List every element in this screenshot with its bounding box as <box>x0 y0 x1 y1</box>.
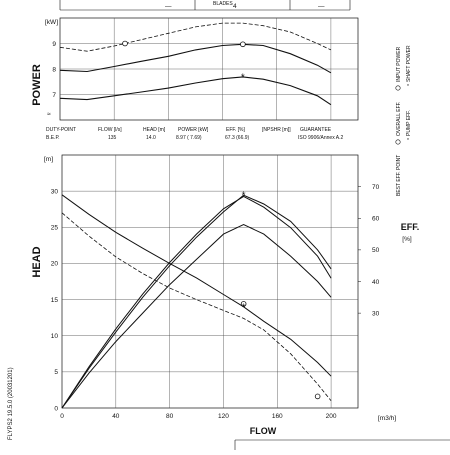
duty-header-head: HEAD [m] <box>143 127 166 133</box>
head-tick-labels: 0 5 10 15 20 25 30 0 40 80 120 160 200 30 40 50 60 70 <box>51 184 380 420</box>
head-ytick-label: 10 <box>51 333 59 340</box>
head-xtick-label: 200 <box>326 413 337 420</box>
head-axis-unit: [m] <box>44 156 53 163</box>
best-eff-point-legend-label: BEST EFF. POINT <box>396 155 402 196</box>
power-marker-circle <box>122 40 128 47</box>
head-marker-circle <box>240 301 247 307</box>
head-axis-label: HEAD <box>31 246 43 277</box>
software-code: FLYPS2 19.5.0 (20031201) <box>8 367 14 440</box>
head-ytick-label: 20 <box>51 261 59 268</box>
head-ytick-label: 25 <box>51 225 59 232</box>
head-xtick-label: 120 <box>218 413 229 420</box>
power-marker-circle <box>240 41 246 48</box>
header-left-value: — <box>165 3 172 10</box>
eff-ytick-label: 40 <box>372 279 380 286</box>
eff-axis-label: EFF. <box>401 222 420 232</box>
eff-axis-unit: [%] <box>402 236 412 243</box>
power-series-line-0 <box>59 22 332 52</box>
head-xtick-label: 40 <box>112 413 120 420</box>
pump-eff-legend-marker: * <box>407 138 409 144</box>
head-marker-circle <box>314 393 321 400</box>
power-ytick-label: 9 <box>52 41 56 48</box>
duty-value-eff: 67.3 (66.9) <box>225 135 250 141</box>
head-ytick-label: 15 <box>51 297 59 304</box>
duty-value-power: 8.97 ( 7.69) <box>176 135 202 141</box>
duty-header-dutypoint: DUTY-POINT <box>46 127 76 133</box>
bottom-title-block <box>234 439 450 450</box>
eff-ytick-label: 70 <box>372 184 380 191</box>
duty-value-guarantee: ISO 9906/Annex A.2 <box>298 135 344 141</box>
power-ytick-label: 7 <box>52 92 56 99</box>
eff-ytick-label: 30 <box>372 310 380 317</box>
duty-header-eff: EFF. [%] <box>226 127 246 133</box>
pump-eff-legend-label: PUMP EFF. <box>406 110 412 136</box>
head-ytick-label: 0 <box>54 405 58 412</box>
head-xtick-label: 0 <box>60 413 64 420</box>
head-xtick-label: 160 <box>272 413 283 420</box>
input-power-legend-marker <box>395 85 401 91</box>
power-legend: INPUT POWER * SHAFT POWER <box>395 45 412 91</box>
eff-ytick-label: 50 <box>372 247 380 254</box>
power-grid <box>60 18 358 120</box>
head-series-line-4 <box>61 195 332 409</box>
flow-axis-label: FLOW <box>250 426 277 436</box>
shaft-power-legend-marker: * <box>407 84 409 90</box>
head-series-line-0 <box>61 194 332 377</box>
head-xtick-label: 80 <box>166 413 174 420</box>
head-series-line-2 <box>61 224 332 409</box>
header-mid-value: 4 <box>233 3 237 10</box>
duty-header-flow: FLOW [l/s] <box>98 127 122 133</box>
power-tick-labels: 7 8 9 <box>52 41 56 99</box>
duty-value-flow: 135 <box>108 135 117 141</box>
head-series-line-3 <box>61 194 332 409</box>
head-ytick-label: 30 <box>51 188 59 195</box>
power-chart: 7 8 9 * [kW] POWER ≈ <box>31 17 359 121</box>
header-strip: — BLADES 4 — <box>59 0 351 11</box>
head-curves: ** <box>61 191 332 409</box>
overall-eff-legend-marker <box>395 139 401 145</box>
flow-axis-unit: [m3/h] <box>378 415 396 422</box>
eff-ytick-label: 60 <box>372 216 380 223</box>
shaft-power-legend-label: SHAFT POWER <box>406 45 412 82</box>
duty-header-guarantee: GUARANTEE <box>300 127 332 133</box>
head-marker-star: * <box>242 302 246 313</box>
power-curves: * <box>59 22 332 106</box>
input-power-legend-label: INPUT POWER <box>396 46 402 82</box>
duty-value-head: 14.0 <box>146 135 156 141</box>
power-series-line-1 <box>59 43 332 74</box>
power-series-line-2 <box>59 76 332 106</box>
break-mark: ≈ <box>47 111 51 118</box>
duty-row-label: B.E.P. <box>46 135 60 141</box>
efficiency-legend: OVERALL EFF. * PUMP EFF. BEST EFF. POINT <box>395 101 412 196</box>
header-right-value: — <box>318 3 325 10</box>
duty-point-table: DUTY-POINT FLOW [l/s] HEAD [m] POWER [kW… <box>46 127 344 141</box>
duty-header-power: POWER [kW] <box>178 127 209 133</box>
overall-eff-legend-label: OVERALL EFF. <box>396 101 402 136</box>
duty-header-npshr: [NPSHR [m]] <box>262 127 291 133</box>
head-ytick-label: 5 <box>54 369 58 376</box>
head-grid <box>62 155 358 408</box>
header-mid-label: BLADES <box>213 1 233 7</box>
power-ytick-label: 8 <box>52 66 56 73</box>
power-axis-label: POWER <box>31 64 43 106</box>
head-marker-star: * <box>242 191 246 202</box>
power-axis-unit: [kW] <box>45 19 58 26</box>
head-series-line-1 <box>61 212 332 402</box>
head-plot-frame <box>61 154 359 409</box>
power-marker-star: * <box>241 72 245 83</box>
